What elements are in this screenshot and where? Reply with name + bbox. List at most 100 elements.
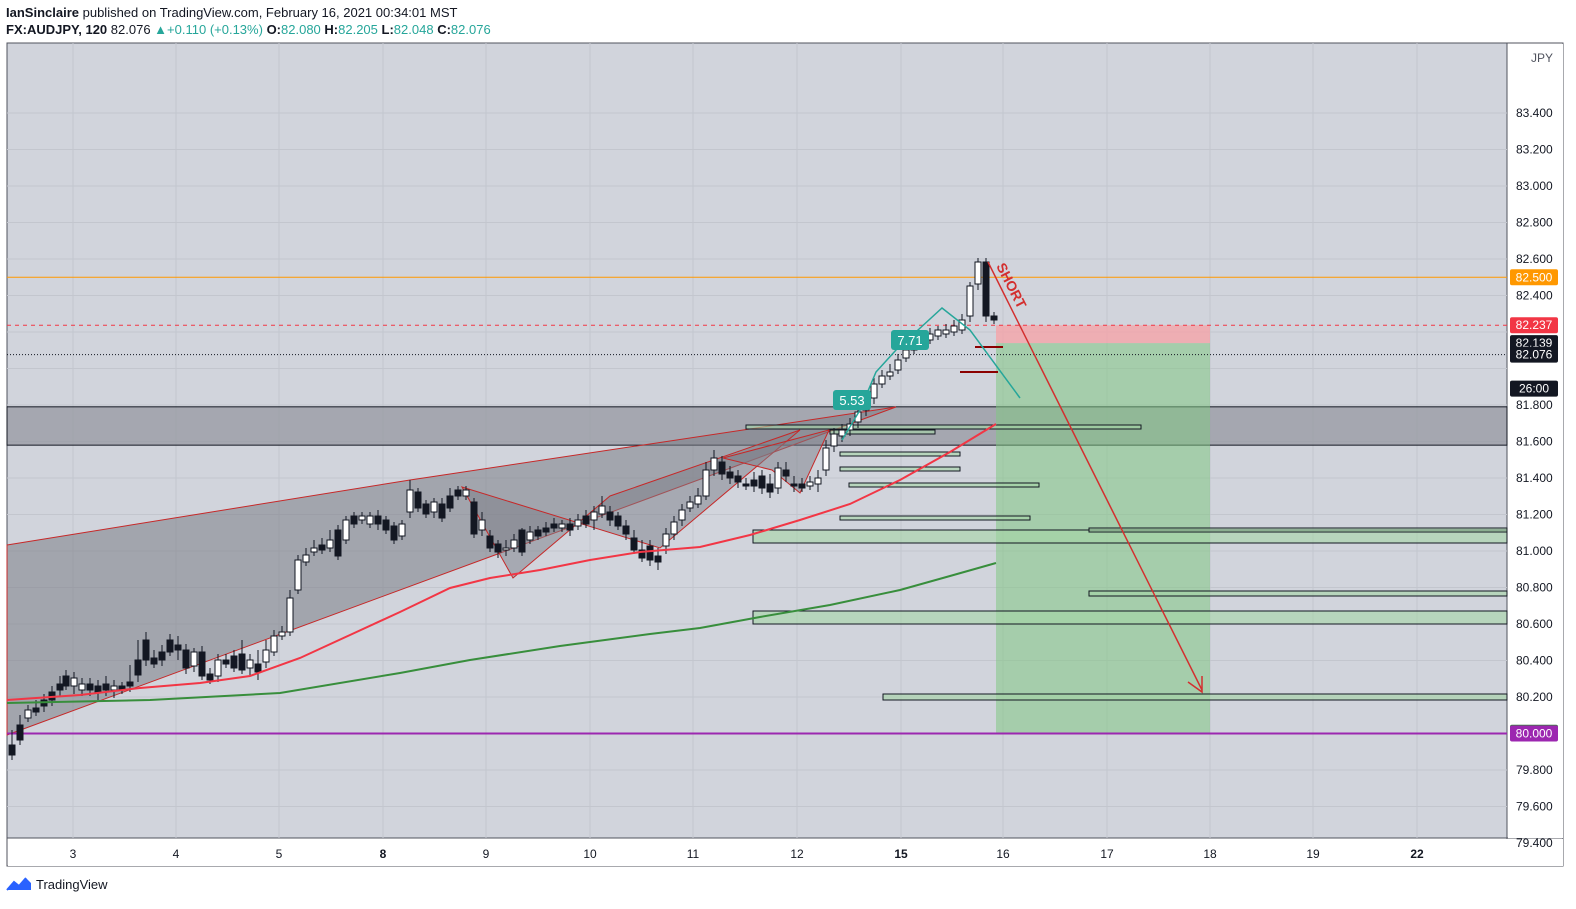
y-tick-label: 82.400 [1516, 289, 1553, 303]
author-name[interactable]: IanSinclaire [6, 5, 79, 20]
candle-body [86, 683, 94, 691]
candle-body [982, 261, 990, 317]
last-price: 82.076 [110, 22, 151, 37]
candle-body [902, 349, 910, 359]
candle-body [822, 447, 830, 471]
y-tick-label: 83.000 [1516, 179, 1553, 193]
candle-body [518, 529, 526, 553]
candle-body [366, 515, 374, 525]
candle-body [742, 483, 750, 487]
y-tick-label: 81.000 [1516, 544, 1553, 558]
symbol-legend: FX:AUDJPY, 120 82.076 ▲+0.110 (+0.13%) O… [6, 22, 491, 38]
candle-body [830, 433, 838, 447]
tradingview-footer: TradingView [6, 876, 108, 892]
y-tick-label: 81.400 [1516, 471, 1553, 485]
candle-body [526, 531, 534, 541]
candle-body [174, 644, 182, 651]
close-value: 82.076 [450, 22, 491, 37]
candle-body [502, 547, 510, 551]
candle-body [654, 555, 662, 563]
x-tick-label: 17 [1100, 847, 1114, 861]
y-tick-label: 83.200 [1516, 143, 1553, 157]
high-label: H: [324, 22, 339, 37]
candle-body [254, 663, 262, 673]
candle-body [294, 559, 302, 591]
x-tick-label: 10 [583, 847, 597, 861]
x-tick-label: 15 [894, 847, 908, 861]
candle-body [310, 547, 318, 553]
y-tick-label: 79.400 [1516, 836, 1553, 850]
candle-body [454, 489, 462, 497]
y-tick-label: 80.600 [1516, 617, 1553, 631]
open-label: O: [266, 22, 282, 37]
short-arrow-head [1187, 676, 1203, 694]
x-tick-label: 9 [483, 847, 490, 861]
candle-body [534, 529, 542, 537]
candle-body [430, 501, 438, 513]
candle-body [670, 521, 678, 535]
price-tag [1510, 317, 1558, 334]
candle-body [198, 651, 206, 677]
close-label: C: [437, 22, 451, 37]
candle-body [70, 677, 78, 687]
symbol-name[interactable]: FX:AUDJPY, 120 [6, 22, 108, 37]
price-tag [1510, 725, 1558, 742]
candle-body [270, 635, 278, 653]
candle-body [358, 515, 366, 521]
candle-body [558, 523, 566, 529]
candle-body [214, 659, 222, 677]
candle-body [622, 525, 630, 535]
candle-body [398, 523, 406, 537]
x-tick-label: 18 [1203, 847, 1217, 861]
candle-body [150, 657, 158, 665]
candle-body [878, 375, 886, 385]
candle-body [678, 509, 686, 521]
candle-body [302, 554, 310, 563]
candle-body [542, 527, 550, 533]
candle-body [766, 483, 774, 493]
candle-body [182, 649, 190, 669]
candle-body [438, 503, 446, 519]
candle-body [318, 544, 326, 551]
candle-body [238, 653, 246, 671]
candle-body [510, 539, 518, 549]
candle-body [350, 515, 358, 525]
y-tick-label: 81.600 [1516, 435, 1553, 449]
y-tick-label: 79.600 [1516, 800, 1553, 814]
candle-body [974, 261, 982, 285]
order-block [829, 429, 936, 435]
short-arrow [987, 261, 1203, 691]
candle-body [790, 483, 798, 487]
order-block [848, 482, 1040, 488]
y-tick-label: 81.800 [1516, 398, 1553, 412]
candle-body [142, 639, 150, 661]
candle-body [446, 495, 454, 509]
ema-line [6, 423, 997, 701]
candle-body [262, 649, 270, 663]
candle-body [166, 639, 174, 653]
candle-body [32, 707, 40, 713]
candle-body [222, 659, 230, 665]
candle-body [486, 535, 494, 549]
open-value: 82.080 [281, 22, 321, 37]
price-tag-label: 82.076 [1516, 348, 1553, 362]
candle-body [598, 505, 606, 515]
candle-body [390, 525, 398, 541]
order-block [839, 466, 961, 472]
x-tick-label: 11 [687, 847, 700, 861]
price-tag [1510, 346, 1558, 363]
harmonic-pattern-small [722, 429, 830, 494]
high-value: 82.205 [338, 22, 378, 37]
ratio-label: 5.53 [839, 393, 864, 408]
candle-body [414, 491, 422, 509]
y-tick-label: 82.600 [1516, 252, 1553, 266]
price-tag-label: 82.500 [1516, 270, 1553, 284]
candle-body [110, 685, 118, 691]
order-block [839, 451, 961, 457]
price-tag [1510, 269, 1558, 286]
candle-body [630, 537, 638, 551]
candle-body [374, 515, 382, 525]
ratio-label: 7.71 [897, 333, 922, 348]
candle-body [870, 383, 878, 399]
